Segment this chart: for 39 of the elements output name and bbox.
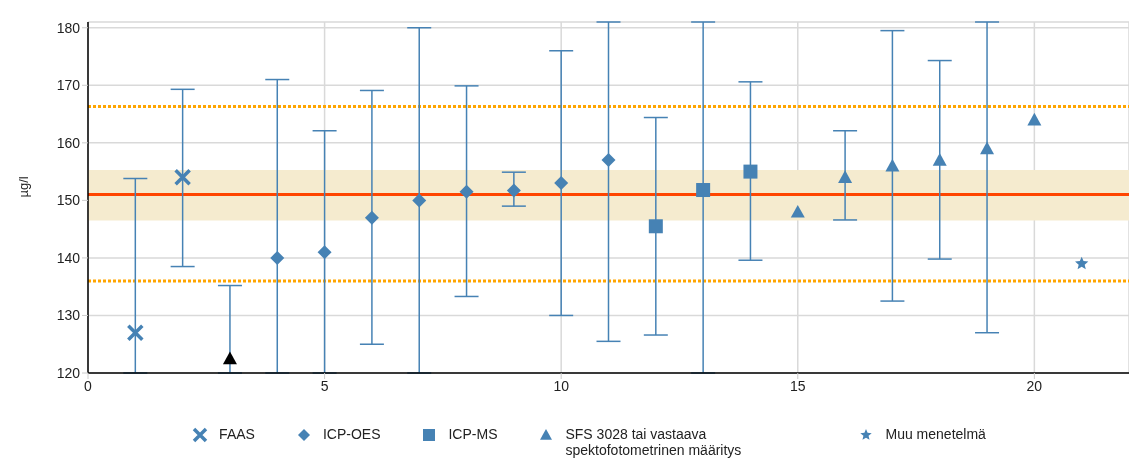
point bbox=[126, 323, 145, 342]
point bbox=[932, 153, 947, 166]
point bbox=[459, 184, 474, 199]
x-tick-label: 15 bbox=[789, 377, 806, 394]
point bbox=[790, 204, 805, 218]
point bbox=[506, 183, 521, 198]
legend-label: Muu menetelmä bbox=[885, 426, 986, 442]
point bbox=[980, 141, 995, 155]
y-tick-label: 140 bbox=[56, 249, 81, 266]
y-tick-label: 120 bbox=[56, 364, 81, 381]
x-tick-label: 10 bbox=[553, 377, 570, 394]
x-tick-label: 20 bbox=[1026, 377, 1043, 394]
point bbox=[743, 164, 758, 179]
point bbox=[648, 219, 663, 234]
point bbox=[1075, 256, 1089, 270]
y-tick-label: 150 bbox=[56, 192, 81, 209]
point bbox=[317, 245, 332, 260]
y-tick-label: 170 bbox=[56, 77, 81, 94]
x-tick-label: 0 bbox=[84, 377, 93, 394]
y-tick-label: 130 bbox=[56, 307, 81, 324]
point bbox=[270, 250, 285, 265]
point bbox=[838, 170, 853, 183]
legend-label: ICP-OES bbox=[322, 426, 381, 442]
point bbox=[554, 176, 569, 191]
y-tick-label: 180 bbox=[56, 19, 81, 36]
point bbox=[222, 351, 237, 365]
legend-label: SFS 3028 tai vastaava spektofotometrinen määritys bbox=[565, 426, 743, 458]
x-tick-label: 5 bbox=[320, 377, 329, 394]
legend-label: ICP-MS bbox=[448, 426, 498, 442]
point bbox=[364, 210, 379, 225]
point bbox=[601, 153, 616, 168]
point bbox=[412, 193, 427, 208]
point bbox=[1027, 112, 1042, 126]
legend-label: FAAS bbox=[219, 426, 255, 442]
point bbox=[696, 183, 711, 198]
point bbox=[885, 158, 900, 172]
y-tick-label: 160 bbox=[56, 134, 81, 151]
y-axis-title: µg/l bbox=[15, 176, 31, 198]
point bbox=[173, 168, 192, 187]
